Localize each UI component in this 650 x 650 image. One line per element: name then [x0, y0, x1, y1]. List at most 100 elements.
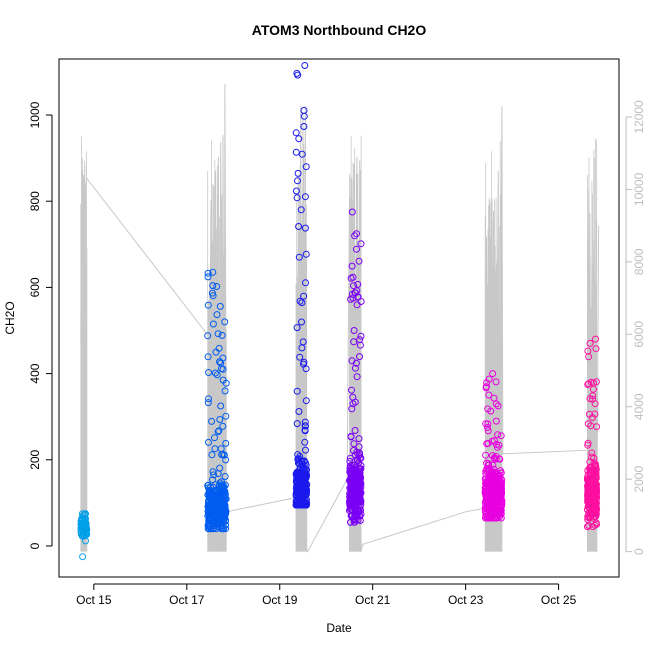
data-point — [491, 493, 499, 501]
x-tick-label: Oct 21 — [355, 593, 391, 607]
data-point — [209, 476, 216, 484]
data-point — [592, 335, 599, 343]
data-point — [354, 516, 362, 524]
data-point — [592, 488, 600, 496]
data-point — [489, 370, 497, 378]
data-point — [484, 503, 492, 511]
data-point — [590, 471, 598, 479]
data-point — [497, 432, 505, 440]
data-point — [302, 422, 309, 430]
data-point — [298, 344, 306, 352]
data-point — [492, 378, 500, 386]
data-point — [302, 279, 309, 287]
data-point — [587, 378, 595, 386]
data-point — [294, 470, 302, 478]
data-point — [349, 400, 357, 408]
data-point — [483, 478, 491, 486]
data-point — [497, 469, 505, 477]
data-point — [295, 223, 303, 230]
data-point — [302, 491, 310, 499]
data-point — [208, 417, 216, 425]
data-point — [210, 471, 218, 479]
data-point — [302, 250, 310, 258]
data-point — [592, 345, 600, 353]
data-point — [213, 501, 220, 509]
data-point — [209, 282, 217, 290]
data-point — [482, 384, 490, 392]
secondary-spikes-0 — [80, 135, 88, 552]
data-point — [215, 511, 223, 519]
data-point — [356, 336, 364, 344]
data-point — [302, 397, 310, 405]
data-point — [301, 62, 309, 69]
data-point — [348, 405, 356, 413]
data-point — [293, 387, 301, 395]
data-point — [221, 318, 229, 326]
data-point — [357, 332, 365, 340]
data-point — [218, 331, 226, 339]
data-point — [221, 510, 229, 518]
data-point — [302, 466, 310, 474]
data-point — [209, 468, 217, 476]
data-point — [485, 461, 493, 469]
data-point — [209, 517, 217, 525]
data-point — [586, 339, 594, 347]
data-point — [496, 513, 504, 520]
data-point — [482, 451, 490, 459]
data-point — [356, 479, 364, 486]
data-point — [346, 507, 353, 515]
data-point — [214, 497, 222, 505]
data-point — [211, 434, 218, 442]
data-point — [585, 509, 593, 517]
data-point — [490, 437, 498, 445]
data-point — [584, 489, 592, 497]
data-point — [216, 302, 224, 310]
data-point — [350, 490, 358, 498]
data-point — [355, 494, 363, 501]
data-point — [296, 297, 304, 305]
data-point — [497, 489, 505, 497]
data-point — [293, 498, 301, 506]
right-tick-label: 10000 — [632, 172, 646, 206]
data-point — [204, 269, 212, 277]
data-point — [347, 274, 355, 282]
data-point — [293, 482, 301, 490]
axes-layer: 0200400600800100002000400060008000100001… — [28, 100, 646, 607]
data-point — [293, 69, 301, 77]
x-axis-label: Date — [326, 621, 352, 635]
x-tick-label: Oct 25 — [541, 593, 577, 607]
data-point — [589, 392, 597, 400]
data-point — [205, 500, 212, 508]
data-point — [204, 332, 212, 340]
data-point — [206, 506, 214, 514]
data-point — [348, 488, 356, 496]
y-tick-label: 600 — [28, 277, 42, 297]
data-point — [584, 347, 592, 355]
data-point — [592, 507, 600, 515]
data-point — [485, 465, 493, 473]
data-point — [584, 523, 592, 531]
data-point — [356, 353, 363, 361]
y-tick-label: 800 — [28, 191, 42, 211]
data-point — [221, 387, 229, 395]
data-point — [348, 386, 355, 394]
data-point — [83, 526, 91, 534]
data-point — [218, 488, 226, 496]
data-point — [301, 224, 309, 232]
data-point — [349, 498, 357, 506]
data-point — [353, 245, 360, 253]
data-point — [220, 505, 228, 513]
data-point — [204, 399, 212, 407]
data-point — [350, 338, 358, 346]
data-point — [347, 433, 355, 441]
data-point — [589, 514, 597, 522]
data-point — [295, 408, 303, 415]
data-point — [350, 447, 357, 454]
data-point — [348, 262, 356, 270]
data-point — [293, 420, 301, 428]
data-point — [295, 471, 303, 479]
data-point — [300, 107, 308, 114]
data-point — [212, 348, 220, 356]
y-tick-label: 200 — [28, 449, 42, 469]
x-tick-label: Oct 15 — [76, 593, 112, 607]
